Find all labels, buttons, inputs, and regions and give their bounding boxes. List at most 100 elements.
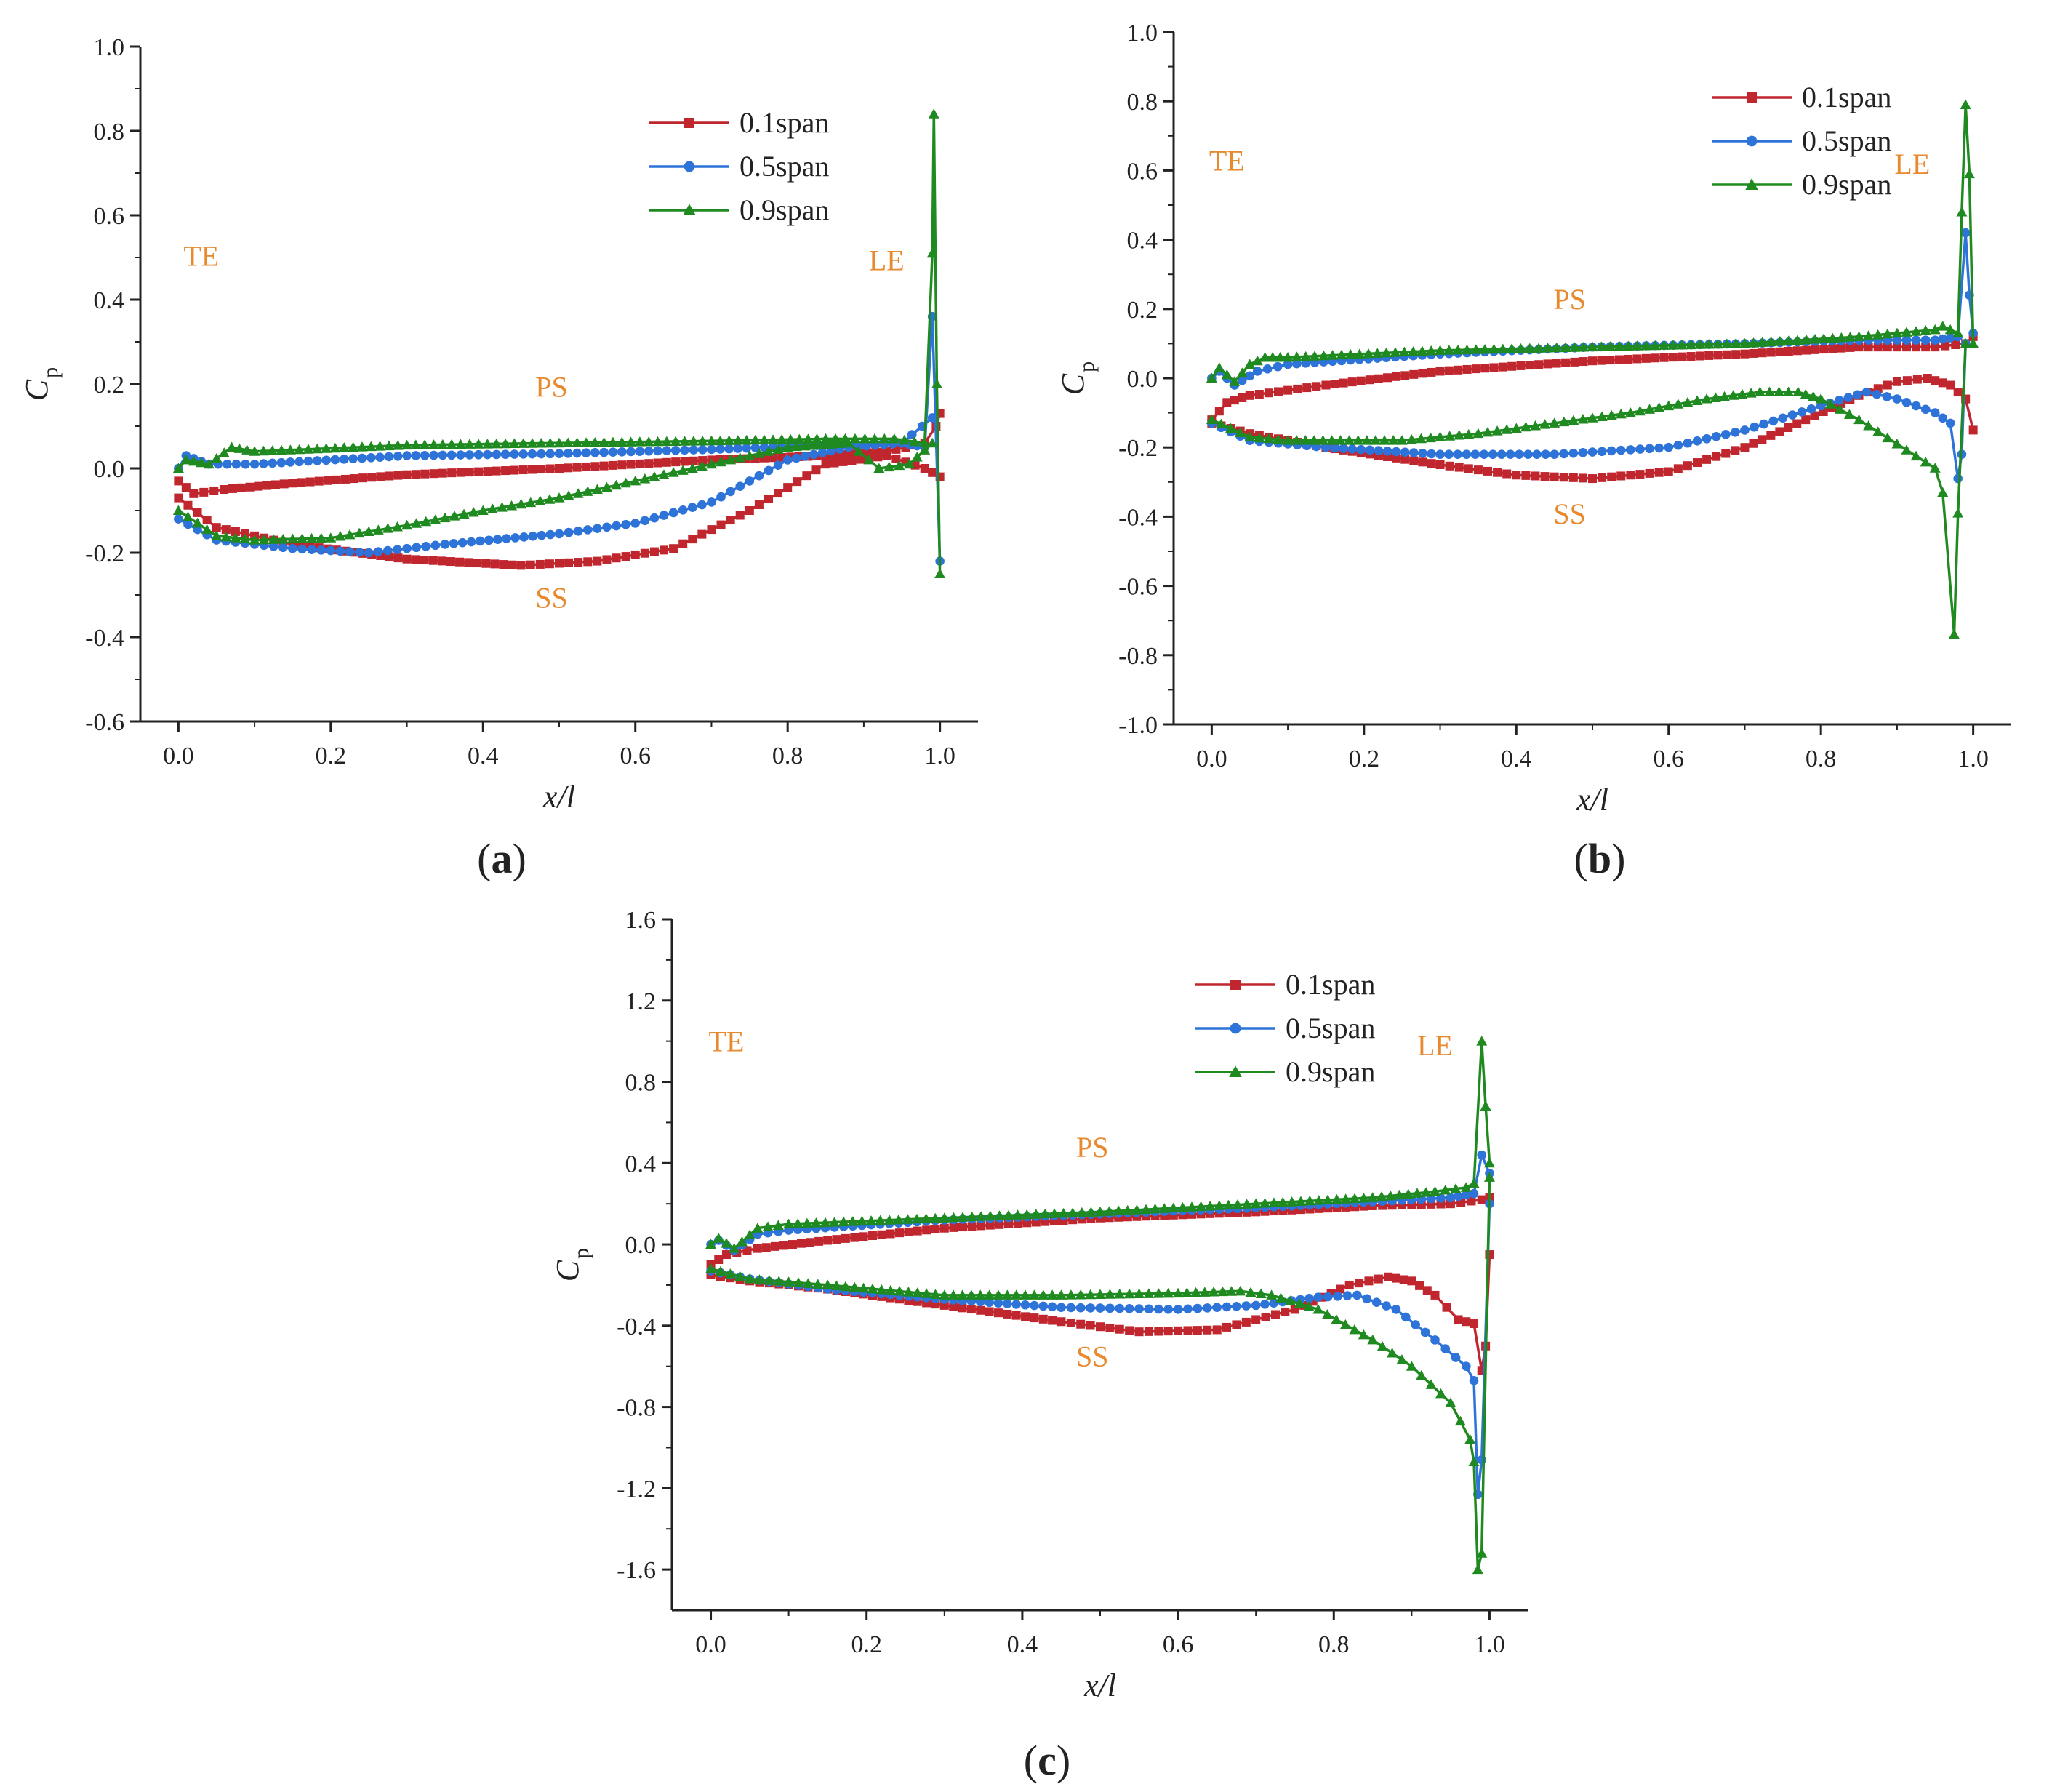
data-point	[231, 459, 241, 469]
data-point	[1778, 413, 1788, 423]
data-point	[1892, 394, 1902, 404]
data-point	[957, 1212, 969, 1222]
data-point	[856, 1215, 867, 1226]
data-point	[353, 527, 365, 538]
y-tick-label: 0.8	[94, 119, 125, 145]
data-point	[995, 1220, 1004, 1229]
data-point	[668, 508, 678, 518]
data-point	[1244, 359, 1256, 369]
x-tick-label: 0.0	[695, 1631, 726, 1658]
data-point	[1004, 1219, 1014, 1228]
data-point	[1292, 359, 1302, 369]
data-point	[1376, 1191, 1387, 1201]
data-point	[966, 1211, 978, 1222]
data-point	[889, 433, 900, 444]
data-point	[812, 1279, 824, 1289]
y-tick-label: 0.4	[625, 1151, 657, 1177]
data-point	[484, 535, 494, 545]
data-point	[1505, 449, 1515, 460]
data-point	[537, 449, 546, 459]
data-point	[1800, 388, 1811, 399]
data-point	[1312, 1303, 1324, 1314]
data-point	[721, 1250, 731, 1260]
data-point	[1435, 367, 1445, 376]
data-point	[392, 440, 404, 450]
data-point	[873, 463, 885, 473]
data-point	[439, 512, 451, 523]
data-point	[1552, 359, 1561, 368]
data-point	[1275, 1292, 1286, 1303]
data-point	[1730, 338, 1742, 348]
data-point	[753, 1244, 762, 1253]
data-point	[1739, 337, 1750, 348]
x-tick-label: 0.2	[1349, 745, 1380, 772]
data-point	[1731, 350, 1741, 359]
data-point	[599, 447, 609, 457]
data-point	[481, 439, 493, 449]
data-point	[1387, 435, 1399, 445]
data-point	[582, 486, 593, 496]
data-point	[726, 516, 735, 525]
data-point	[799, 440, 811, 451]
data-point	[172, 505, 184, 515]
data-point	[1262, 364, 1273, 374]
data-point	[1355, 1279, 1364, 1288]
data-point	[817, 439, 828, 449]
data-point	[1349, 1193, 1360, 1204]
data-point	[809, 449, 819, 460]
caption-letter: c	[1038, 1737, 1057, 1784]
data-point	[446, 557, 455, 567]
data-point	[733, 444, 743, 453]
legend-label: 0.9span	[740, 193, 829, 226]
data-point	[1384, 1190, 1396, 1201]
y-tick-label: 1.6	[625, 907, 657, 934]
data-point	[545, 437, 556, 448]
data-point	[1365, 445, 1375, 455]
data-point	[1144, 1327, 1153, 1336]
data-point	[608, 460, 617, 470]
data-point	[1193, 1326, 1202, 1335]
data-point	[528, 465, 537, 474]
data-point	[1291, 351, 1302, 361]
data-point	[877, 1230, 886, 1239]
data-point	[1710, 392, 1721, 402]
data-point	[193, 508, 202, 517]
data-point	[1251, 1300, 1261, 1311]
data-point	[1882, 392, 1892, 401]
data-point	[430, 514, 441, 524]
data-point	[1489, 363, 1499, 372]
data-point	[830, 458, 839, 468]
data-point	[364, 548, 374, 558]
data-point	[226, 441, 238, 452]
data-point	[1937, 487, 1949, 497]
data-point	[643, 436, 654, 447]
data-point	[456, 450, 465, 460]
data-point	[481, 559, 491, 568]
data-point	[1659, 353, 1669, 362]
x-tick-label: 0.0	[163, 743, 194, 769]
data-point	[793, 433, 805, 444]
legend-marker	[1230, 980, 1241, 990]
data-point	[1558, 416, 1570, 427]
data-point	[1336, 349, 1347, 360]
data-point	[1550, 472, 1559, 481]
data-point	[1470, 449, 1480, 460]
data-point	[553, 437, 565, 448]
y-tick-label: 0.2	[94, 372, 125, 399]
data-point	[1578, 341, 1590, 352]
data-point	[1321, 380, 1331, 390]
y-tick-label: 0.8	[625, 1070, 657, 1097]
data-point	[1313, 1292, 1323, 1303]
data-point	[661, 436, 673, 447]
data-point	[1512, 471, 1521, 480]
data-point	[573, 526, 583, 536]
data-point	[1462, 449, 1472, 460]
data-point	[741, 434, 753, 445]
data-point	[993, 1289, 1004, 1300]
data-point	[1203, 1325, 1212, 1335]
data-point	[1963, 168, 1975, 179]
data-point	[1854, 343, 1864, 352]
data-point	[572, 437, 583, 447]
legend-marker	[1747, 92, 1757, 103]
data-point	[1873, 343, 1883, 352]
